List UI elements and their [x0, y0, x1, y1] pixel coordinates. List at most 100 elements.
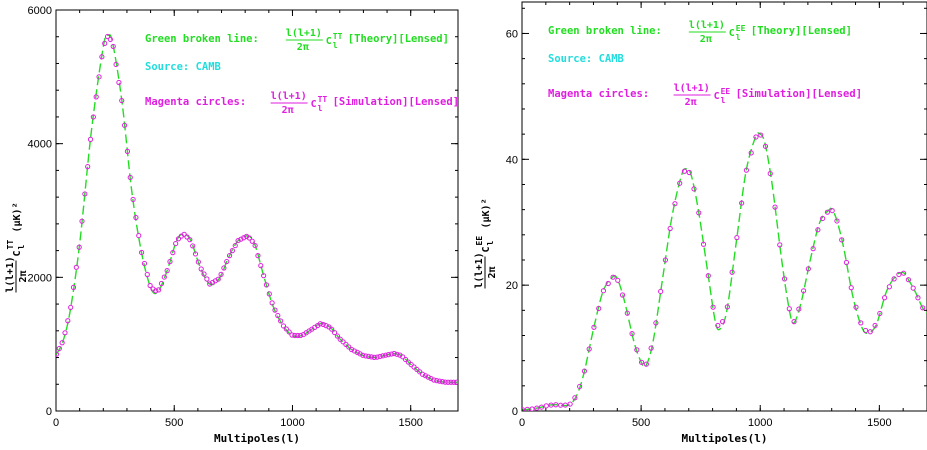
- sim-point: [161, 274, 167, 280]
- sim-point: [691, 186, 697, 192]
- y-title-frac-den: 2π: [18, 270, 29, 282]
- sim-point: [739, 200, 745, 206]
- sim-point: [862, 327, 869, 334]
- sim-point: [170, 250, 176, 256]
- sim-point: [436, 378, 443, 384]
- sim-point: [624, 310, 630, 316]
- legend-cl-sup: TT: [318, 95, 328, 104]
- sim-point: [141, 260, 148, 267]
- sim-point: [442, 379, 448, 385]
- sim-point: [246, 235, 253, 241]
- sim-point: [292, 332, 298, 339]
- sim-point: [629, 331, 635, 337]
- sim-point: [153, 288, 159, 294]
- sim-point: [428, 375, 434, 382]
- sim-point: [648, 345, 654, 351]
- simulation-markers: [522, 132, 926, 411]
- sim-point: [280, 323, 287, 329]
- x-tick-label: 0: [53, 417, 59, 429]
- sim-point: [346, 344, 352, 350]
- sim-point: [334, 333, 340, 339]
- sim-point: [653, 320, 659, 326]
- sim-point: [734, 235, 740, 241]
- sim-point: [610, 274, 616, 280]
- legend: Green broken line: l(l+1)2πC lTT [Theory][L…: [145, 28, 459, 116]
- sim-point: [786, 306, 792, 312]
- legend-cl: C: [326, 36, 332, 47]
- sim-point: [167, 259, 173, 265]
- x-tick-label: 1500: [398, 417, 422, 429]
- legend-theory-formula: l(l+1) 2π C lEE: [688, 20, 746, 45]
- sim-point: [249, 238, 255, 244]
- sim-point: [567, 401, 573, 407]
- legend-theory-label: Green broken line:: [145, 33, 259, 45]
- legend-cl-sup: EE: [721, 87, 731, 96]
- sim-point: [198, 266, 204, 272]
- sim-point: [715, 322, 721, 329]
- sim-point: [548, 402, 554, 408]
- sim-point: [96, 74, 102, 80]
- sim-point: [56, 351, 60, 357]
- sim-point: [156, 287, 162, 293]
- x-tick-label: 1500: [867, 417, 891, 429]
- sim-point: [596, 305, 602, 312]
- sim-point: [263, 282, 270, 288]
- sim-point: [289, 332, 295, 338]
- sim-point: [781, 276, 788, 282]
- sim-point: [99, 54, 105, 60]
- sim-point: [272, 307, 278, 313]
- sim-point: [534, 405, 540, 411]
- sim-point: [173, 240, 179, 247]
- legend-cl: C: [311, 99, 317, 110]
- x-tick-label: 500: [632, 417, 650, 429]
- y-tick-label: 2000: [28, 272, 52, 284]
- sim-point: [87, 136, 94, 142]
- sim-point: [317, 321, 323, 327]
- sim-point: [90, 114, 96, 120]
- y-tick-label: 20: [506, 280, 518, 292]
- y-title-frac-den: 2π: [487, 266, 498, 278]
- sim-point: [405, 359, 411, 365]
- sim-point: [896, 271, 902, 278]
- plot-frame: [55, 9, 459, 412]
- sim-point: [187, 237, 193, 243]
- sim-point: [374, 354, 380, 360]
- sim-point: [175, 236, 182, 242]
- sim-point: [615, 277, 621, 283]
- sim-point: [201, 271, 207, 277]
- sim-point: [351, 348, 358, 354]
- sim-point: [204, 276, 210, 282]
- sim-point: [901, 270, 907, 276]
- sim-point: [371, 354, 377, 360]
- sim-point: [729, 269, 735, 275]
- legend-theory-formula: l(l+1) 2π C lTT: [285, 28, 343, 53]
- sim-point: [73, 264, 79, 270]
- sim-point: [881, 295, 888, 301]
- legend-sim-suffix: [Simulation][Lensed]: [736, 88, 862, 100]
- sim-point: [562, 402, 568, 408]
- y-title-unit: (μK)²: [481, 198, 492, 228]
- sim-point: [329, 326, 335, 332]
- sim-point: [634, 347, 640, 353]
- sim-point: [591, 324, 597, 330]
- legend-sim-label: Magenta circles:: [548, 88, 649, 100]
- sim-point: [867, 329, 873, 335]
- sim-point: [824, 209, 831, 215]
- sim-point: [62, 330, 68, 336]
- sim-point: [800, 288, 807, 294]
- sim-point: [252, 242, 258, 249]
- sim-point: [910, 285, 916, 291]
- sim-point: [144, 271, 150, 278]
- legend: Green broken line: l(l+1)2πC lEE [Theory][L…: [548, 20, 862, 108]
- x-tick-label: 0: [519, 417, 525, 429]
- sim-point: [677, 180, 683, 186]
- sim-point: [848, 285, 854, 291]
- sim-point: [402, 356, 409, 363]
- legend-cl-sup: EE: [736, 24, 746, 33]
- sim-point: [829, 207, 835, 214]
- legend-theory-suffix: [Theory][Lensed]: [751, 25, 852, 37]
- sim-point: [451, 379, 457, 385]
- sim-point: [229, 248, 236, 254]
- sim-point: [363, 353, 369, 359]
